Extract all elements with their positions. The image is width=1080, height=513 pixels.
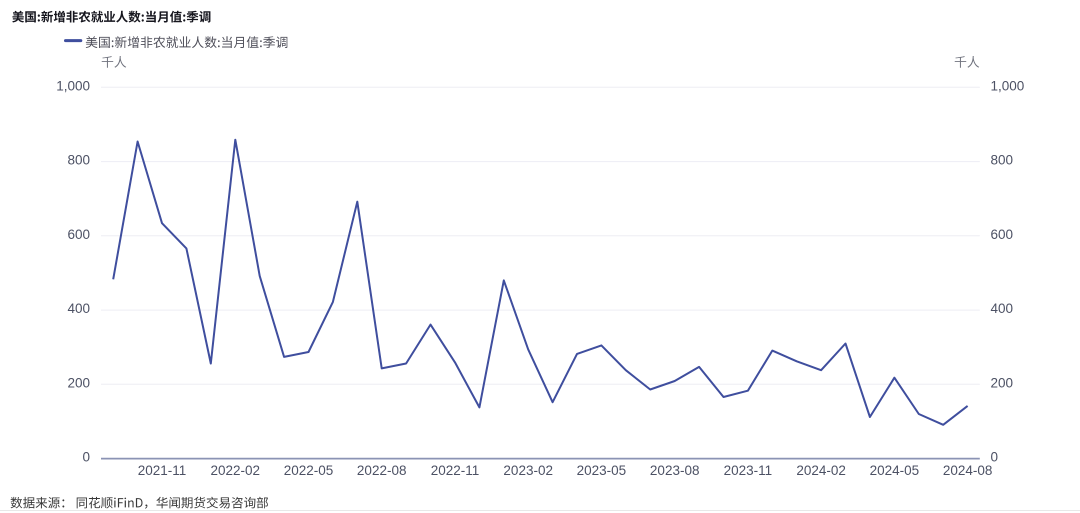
svg-text:2022-05: 2022-05 — [284, 463, 334, 478]
svg-text:2022-11: 2022-11 — [431, 463, 480, 478]
svg-text:2022-08: 2022-08 — [357, 463, 407, 478]
svg-text:800: 800 — [991, 153, 1014, 168]
svg-text:2024-02: 2024-02 — [796, 463, 846, 478]
svg-text:200: 200 — [67, 375, 90, 390]
svg-text:2021-11: 2021-11 — [138, 463, 187, 478]
svg-text:1,000: 1,000 — [991, 78, 1025, 93]
svg-text:400: 400 — [67, 301, 90, 316]
svg-text:2023-05: 2023-05 — [577, 463, 627, 478]
svg-text:0: 0 — [82, 450, 90, 465]
svg-text:600: 600 — [991, 227, 1014, 242]
svg-text:2022-02: 2022-02 — [211, 463, 261, 478]
svg-text:800: 800 — [67, 153, 90, 168]
svg-text:200: 200 — [991, 375, 1014, 390]
svg-text:0: 0 — [991, 450, 999, 465]
svg-text:2023-11: 2023-11 — [724, 463, 773, 478]
svg-text:2023-02: 2023-02 — [503, 463, 553, 478]
svg-text:2024-05: 2024-05 — [870, 463, 920, 478]
svg-text:2024-08: 2024-08 — [943, 463, 993, 478]
svg-text:1,000: 1,000 — [56, 78, 90, 93]
svg-text:2023-08: 2023-08 — [650, 463, 700, 478]
svg-text:400: 400 — [991, 301, 1014, 316]
svg-text:600: 600 — [67, 227, 90, 242]
